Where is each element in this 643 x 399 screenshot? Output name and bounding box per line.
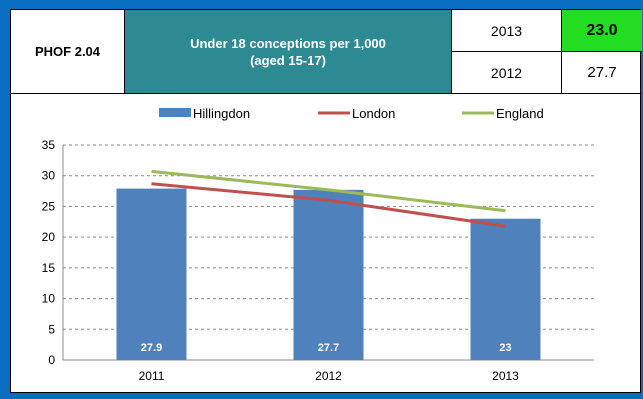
indicator-title: Under 18 conceptions per 1,000 (aged 15-… bbox=[125, 10, 452, 94]
line-london bbox=[151, 182, 506, 228]
bar-data-label: 23 bbox=[499, 342, 511, 354]
y-tick-label: 20 bbox=[42, 230, 56, 244]
indicator-title-line1: Under 18 conceptions per 1,000 bbox=[190, 35, 386, 51]
x-tick-label: 2013 bbox=[492, 369, 519, 383]
indicator-header: PHOF 2.04 Under 18 conceptions per 1,000… bbox=[11, 10, 642, 94]
year-cell-previous: 2012 bbox=[452, 52, 562, 94]
year-cell-latest: 2013 bbox=[452, 10, 562, 52]
chart-area: Hillingdon London England 0 5 10 15 20 25 30 35 2… bbox=[11, 94, 642, 394]
indicator-panel: PHOF 2.04 Under 18 conceptions per 1,000… bbox=[10, 9, 642, 394]
legend-label-london: London bbox=[352, 106, 395, 121]
bar-2012 bbox=[293, 189, 364, 360]
value-cell-latest: 23.0 bbox=[562, 10, 642, 52]
chart-legend: Hillingdon London England bbox=[159, 106, 544, 121]
bar-2013 bbox=[470, 218, 541, 360]
y-tick-label: 35 bbox=[42, 138, 56, 152]
x-tick-label: 2012 bbox=[315, 369, 342, 383]
y-tick-label: 10 bbox=[42, 292, 56, 306]
y-tick-label: 25 bbox=[42, 199, 56, 213]
y-tick-label: 30 bbox=[42, 169, 56, 183]
value-cell-previous: 27.7 bbox=[562, 52, 642, 94]
bar-data-label: 27.7 bbox=[318, 342, 339, 354]
bar-series: 27.9 27.7 23 bbox=[116, 188, 541, 360]
bar-2011 bbox=[116, 188, 187, 360]
conceptions-chart: Hillingdon London England 0 5 10 15 20 25 30 35 2… bbox=[42, 106, 594, 383]
x-axis: 2011 2012 2013 bbox=[139, 369, 520, 383]
y-tick-label: 5 bbox=[48, 322, 55, 336]
legend-swatch-hillingdon bbox=[159, 108, 191, 117]
y-tick-label: 0 bbox=[48, 353, 55, 367]
indicator-title-line2: (aged 15-17) bbox=[250, 52, 326, 68]
bar-data-label: 27.9 bbox=[141, 342, 162, 354]
y-tick-label: 15 bbox=[42, 261, 56, 275]
indicator-code: PHOF 2.04 bbox=[11, 10, 125, 94]
x-tick-label: 2011 bbox=[139, 369, 165, 383]
legend-label-hillingdon: Hillingdon bbox=[193, 106, 250, 121]
line-england bbox=[151, 169, 506, 213]
legend-label-england: England bbox=[496, 106, 544, 121]
line-series bbox=[151, 169, 506, 228]
